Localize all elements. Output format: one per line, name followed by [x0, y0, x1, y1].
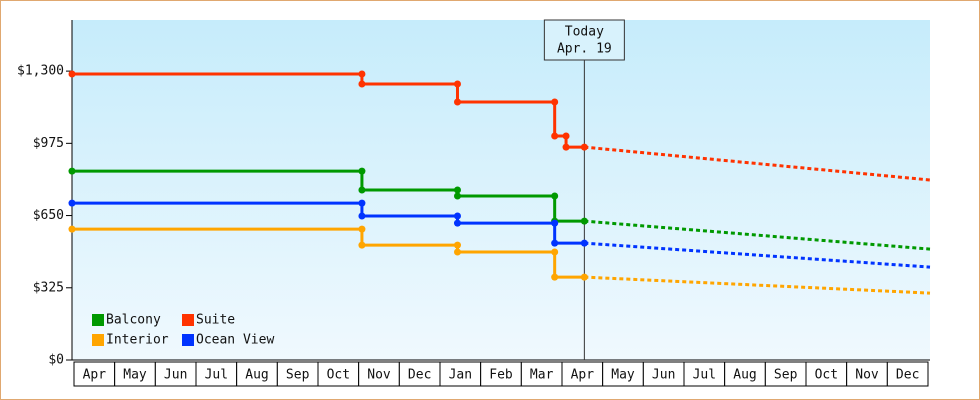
point	[453, 80, 461, 88]
legend-swatch	[182, 334, 194, 346]
month-cell	[886, 361, 929, 387]
x-tick-label: Dec	[408, 368, 431, 383]
month-cell	[683, 361, 726, 387]
point	[580, 273, 588, 281]
y-tick-label: $325	[33, 280, 64, 295]
point	[358, 199, 366, 207]
point	[453, 212, 461, 220]
plot-area	[72, 20, 930, 360]
y-tick-label: $0	[48, 353, 64, 368]
x-tick-label: Sep	[286, 368, 310, 383]
x-tick-label: Nov	[855, 368, 879, 383]
x-tick-label: May	[611, 368, 635, 383]
projection-line	[584, 219, 931, 251]
point	[562, 132, 570, 140]
point	[453, 192, 461, 200]
point	[562, 143, 570, 151]
month-cell	[805, 361, 848, 387]
point	[453, 219, 461, 227]
legend-swatch	[92, 334, 104, 346]
point	[358, 70, 366, 78]
point	[453, 248, 461, 256]
legend-label: Interior	[106, 333, 169, 348]
point	[68, 167, 76, 175]
legend-label: Suite	[196, 313, 235, 328]
point	[551, 192, 559, 200]
point	[551, 248, 559, 256]
point	[551, 239, 559, 247]
point	[453, 241, 461, 249]
month-cell	[236, 361, 278, 387]
point	[68, 199, 76, 207]
y-tick-label: $975	[33, 136, 64, 151]
x-tick-label: Feb	[489, 368, 513, 383]
point	[358, 80, 366, 88]
x-tick-label: Oct	[815, 368, 838, 383]
legend-label: Ocean View	[196, 333, 274, 348]
legend-swatch	[92, 314, 104, 326]
legend-label: Balcony	[106, 313, 161, 328]
month-cell	[114, 361, 156, 387]
month-cell	[358, 361, 400, 387]
x-tick-label: Jul	[693, 368, 716, 383]
projection-line	[584, 145, 931, 182]
point	[453, 186, 461, 194]
month-cell	[520, 361, 563, 387]
projection-line	[584, 275, 931, 295]
projection-line	[584, 241, 931, 269]
point	[580, 217, 588, 225]
point	[551, 132, 559, 140]
x-tick-label: May	[123, 368, 147, 383]
today-box	[543, 19, 625, 61]
point	[580, 143, 588, 151]
point	[551, 219, 559, 227]
series-line	[72, 72, 585, 149]
point	[358, 225, 366, 233]
month-cell	[642, 361, 685, 387]
legend-swatch	[182, 314, 194, 326]
y-tick-label: $1,300	[17, 64, 64, 79]
point	[68, 70, 76, 78]
today-label: Apr. 19	[557, 42, 612, 57]
x-tick-label: Mar	[530, 368, 554, 383]
month-cell	[154, 361, 197, 387]
point	[358, 167, 366, 175]
month-cell	[195, 361, 238, 387]
point	[551, 98, 559, 106]
x-tick-label: Jun	[164, 368, 187, 383]
x-tick-label: Dec	[896, 368, 919, 383]
point	[358, 212, 366, 220]
x-tick-label: Jun	[652, 368, 675, 383]
x-tick-label: Sep	[774, 368, 798, 383]
month-cell	[439, 361, 482, 387]
y-tick-label: $650	[33, 208, 64, 223]
point	[68, 225, 76, 233]
x-tick-label: Apr	[571, 368, 595, 383]
point	[580, 239, 588, 247]
point	[358, 241, 366, 249]
point	[551, 273, 559, 281]
today-label: Today	[565, 25, 604, 40]
month-cell	[764, 361, 807, 387]
x-tick-label: Jan	[449, 368, 472, 383]
x-tick-label: Jul	[205, 368, 228, 383]
point	[358, 186, 366, 194]
x-tick-label: Aug	[245, 368, 268, 383]
x-tick-label: Aug	[733, 368, 756, 383]
month-cell	[73, 361, 116, 387]
month-cell	[846, 361, 888, 387]
point	[453, 98, 461, 106]
x-tick-label: Apr	[83, 368, 107, 383]
x-tick-label: Oct	[327, 368, 350, 383]
x-tick-label: Nov	[367, 368, 391, 383]
month-cell	[561, 361, 604, 387]
